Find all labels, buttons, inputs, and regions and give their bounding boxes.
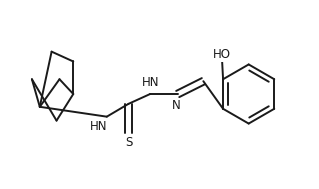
Text: HO: HO — [213, 48, 231, 61]
Text: S: S — [125, 136, 132, 149]
Text: HN: HN — [90, 120, 108, 133]
Text: N: N — [172, 99, 181, 112]
Text: HN: HN — [142, 76, 160, 89]
